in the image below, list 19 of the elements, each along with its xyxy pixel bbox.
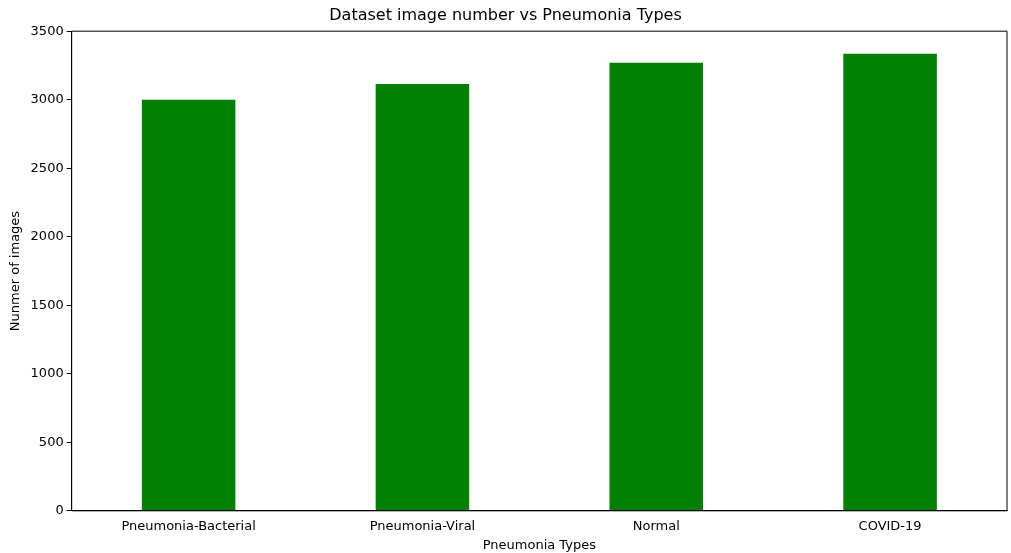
y-tick-label: 1000	[30, 365, 64, 381]
bar	[609, 62, 704, 511]
bar	[375, 83, 470, 511]
y-tick-label: 1500	[30, 296, 64, 312]
y-tick-label: 3500	[30, 22, 64, 38]
x-tick-label: Pneumonia-Bacterial	[121, 517, 256, 533]
y-tick-label: 3000	[30, 91, 64, 107]
x-tick-label: Normal	[632, 517, 680, 533]
x-axis-title: Pneumonia Types	[482, 536, 597, 552]
y-axis-title: Nunmer of images	[7, 210, 23, 332]
chart-title: Dataset image number vs Pneumonia Types	[329, 4, 682, 24]
y-tick-label: 2000	[30, 228, 64, 244]
x-tick-label: COVID-19	[858, 517, 922, 533]
y-tick-label: 500	[38, 433, 64, 449]
y-tick-label: 2500	[30, 159, 64, 175]
x-tick-label: Pneumonia-Viral	[369, 517, 476, 533]
bar	[843, 53, 937, 511]
bar	[141, 99, 236, 511]
y-tick-label: 0	[55, 502, 64, 518]
